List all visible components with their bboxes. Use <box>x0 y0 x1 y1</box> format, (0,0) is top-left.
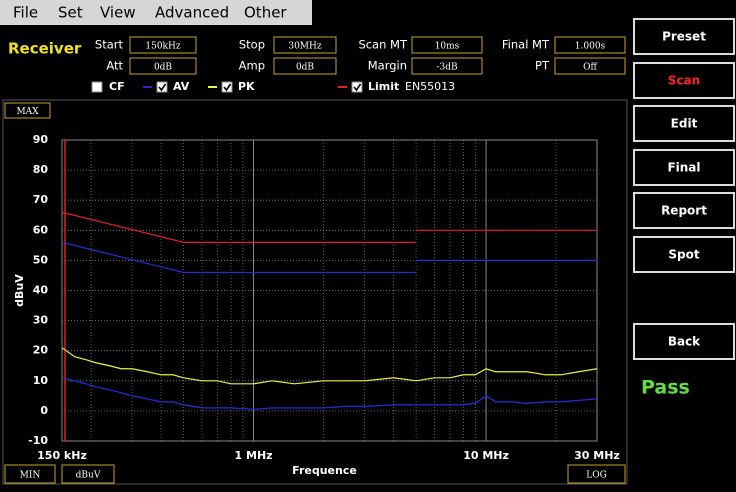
button[interactable] <box>633 105 735 142</box>
field-label: PT <box>535 59 550 73</box>
button-label[interactable]: Edit <box>671 117 698 131</box>
y-tick-label: 70 <box>33 193 49 206</box>
field-label: Margin <box>368 59 407 73</box>
min-box[interactable] <box>4 464 56 484</box>
field-value-text[interactable]: 30MHz <box>288 42 322 52</box>
field-value-text[interactable]: 150kHz <box>145 42 180 52</box>
field-value-text[interactable]: 10ms <box>435 42 460 52</box>
x-tick-label: 1 MHz <box>235 449 273 462</box>
y-tick-label: 80 <box>33 163 49 176</box>
checkbox[interactable] <box>156 81 168 93</box>
field-value-box[interactable] <box>554 57 626 75</box>
chart-panel <box>2 99 628 485</box>
button[interactable] <box>633 236 735 273</box>
checkbox[interactable] <box>91 81 103 93</box>
button[interactable] <box>633 323 735 360</box>
menu-item[interactable]: View <box>100 4 136 22</box>
field-label: Stop <box>239 38 265 52</box>
panel-title: Receiver <box>8 40 82 58</box>
scale-text[interactable]: LOG <box>586 471 607 481</box>
trace <box>61 241 597 274</box>
legend-label: CF <box>109 80 125 93</box>
max-box[interactable] <box>4 102 51 119</box>
y-tick-label: 40 <box>33 284 49 297</box>
y-tick-label: 60 <box>33 223 49 236</box>
button[interactable] <box>633 192 735 229</box>
legend-label: Limit <box>368 80 399 93</box>
field-value-box[interactable] <box>554 36 626 54</box>
trace <box>61 347 598 385</box>
y-tick-label: 10 <box>33 374 49 387</box>
y-axis-label: dBuV <box>13 274 26 307</box>
button-label[interactable]: Scan <box>668 74 700 88</box>
y-tick-label: 90 <box>33 133 49 146</box>
checkbox[interactable] <box>351 81 363 93</box>
x-axis-label: Frequence <box>292 464 357 477</box>
min-text[interactable]: MIN <box>20 471 41 481</box>
field-value-box[interactable] <box>129 36 197 54</box>
button-label[interactable]: Final <box>667 161 700 175</box>
unit-text[interactable]: dBuV <box>76 471 101 481</box>
button-label[interactable]: Report <box>661 204 707 218</box>
trace <box>61 377 598 410</box>
checkmark[interactable] <box>353 83 362 92</box>
button[interactable] <box>633 18 735 55</box>
legend-label: PK <box>238 80 255 93</box>
legend-label: AV <box>173 80 190 93</box>
field-label: Scan MT <box>358 38 408 52</box>
scale-box[interactable] <box>567 464 626 484</box>
field-value-box[interactable] <box>411 36 483 54</box>
field-value-text[interactable]: 0dB <box>154 63 172 73</box>
field-value-box[interactable] <box>129 57 197 75</box>
field-value-box[interactable] <box>411 57 483 75</box>
menu-item[interactable]: Advanced <box>155 4 229 22</box>
trace <box>61 211 597 243</box>
field-label: Start <box>95 38 124 52</box>
y-tick-label: 0 <box>40 404 48 417</box>
checkmark[interactable] <box>158 83 167 92</box>
menu-item[interactable]: Set <box>58 4 83 22</box>
field-value-text[interactable]: 0dB <box>296 63 314 73</box>
button[interactable] <box>633 62 735 99</box>
field-label: Final MT <box>502 38 550 52</box>
field-value-text[interactable]: 1.000s <box>575 42 606 52</box>
y-tick-label: 50 <box>33 253 49 266</box>
menu-item[interactable]: File <box>13 4 38 22</box>
menu-item[interactable]: Other <box>244 4 287 22</box>
button[interactable] <box>633 149 735 186</box>
max-text[interactable]: MAX <box>16 107 39 117</box>
button-label[interactable]: Preset <box>662 30 706 44</box>
x-tick-label: 30 MHz <box>574 449 620 462</box>
field-label: Att <box>106 59 123 73</box>
plot-frame <box>61 139 598 442</box>
status: Pass <box>641 377 690 399</box>
x-tick-label: 10 MHz <box>463 449 509 462</box>
limit-standard: EN55013 <box>405 80 455 93</box>
y-tick-label: 20 <box>33 344 49 357</box>
button-label[interactable]: Spot <box>668 248 699 262</box>
field-value-text[interactable]: Off <box>583 63 597 73</box>
field-value-box[interactable] <box>273 36 337 54</box>
field-label: Amp <box>239 59 265 73</box>
menu-bar <box>0 0 312 25</box>
field-value-text[interactable]: -3dB <box>436 63 458 73</box>
y-tick-label: 30 <box>33 314 49 327</box>
field-value-box[interactable] <box>273 57 337 75</box>
unit-box[interactable] <box>61 464 115 484</box>
button-label[interactable]: Back <box>668 335 701 349</box>
checkmark[interactable] <box>223 83 232 92</box>
checkbox[interactable] <box>221 81 233 93</box>
x-tick-label: 150 kHz <box>37 449 87 462</box>
y-tick-label: -10 <box>28 434 48 447</box>
